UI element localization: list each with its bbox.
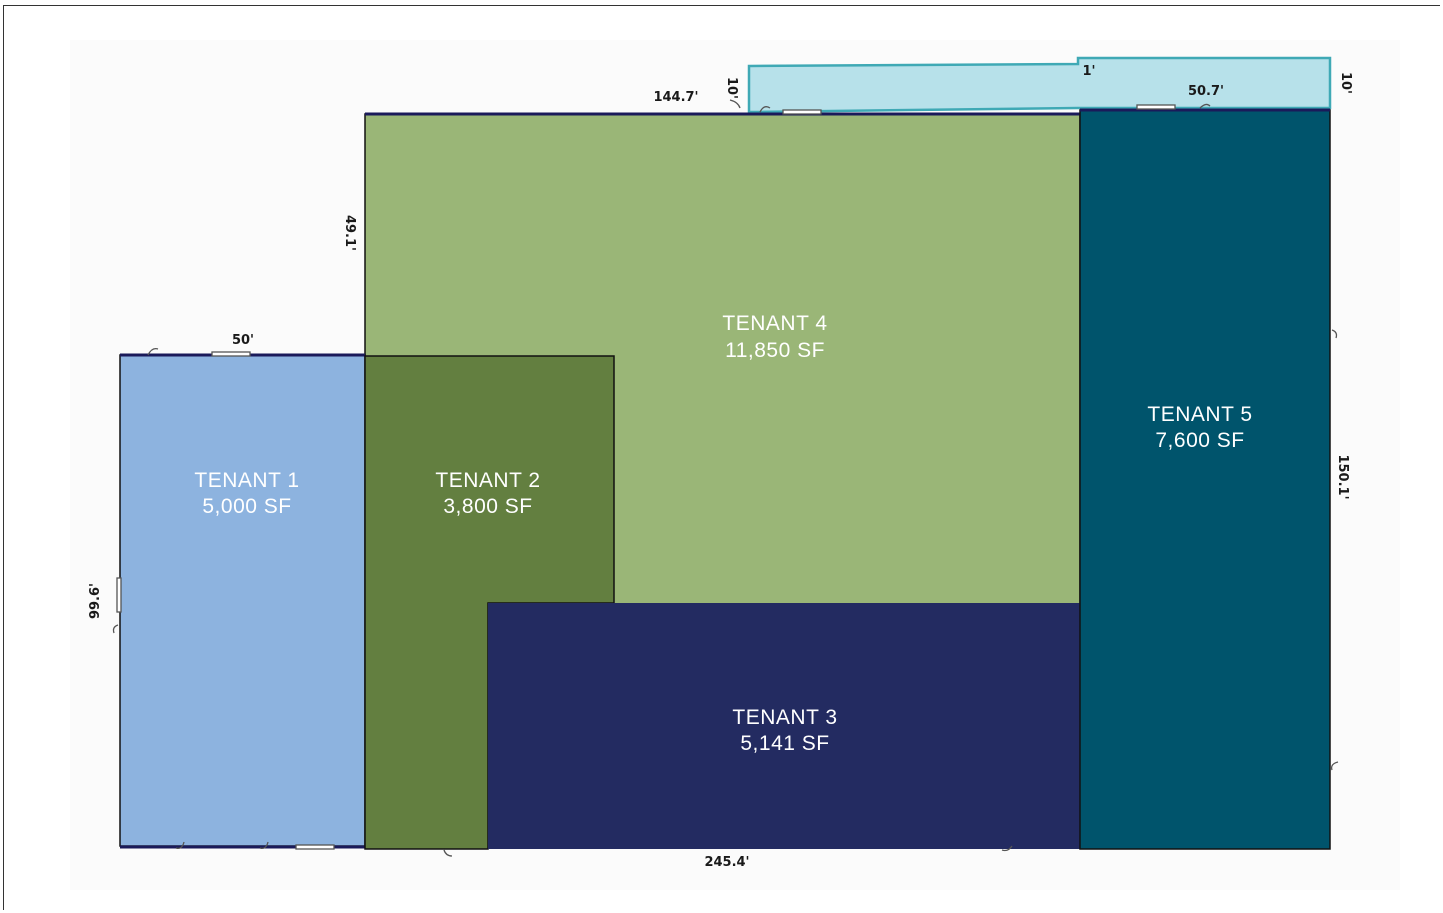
tenant-5-space[interactable] [1079, 109, 1331, 850]
dimension-right-side: 150.1' [1335, 454, 1350, 499]
tenant-5-name: TENANT 5 [1147, 403, 1252, 426]
page-frame [3, 5, 1440, 910]
tenant-4-area: 11,850 SF [725, 339, 825, 362]
door-markers [112, 99, 1339, 857]
annex-area [747, 56, 1332, 114]
tenant-3-name: TENANT 3 [732, 706, 837, 729]
dimension-annex-width: 50.7' [1188, 84, 1224, 99]
dimension-annex-step: 1' [1082, 64, 1095, 79]
tenant-1-name: TENANT 1 [194, 469, 299, 492]
tenant-1-area: 5,000 SF [202, 495, 291, 518]
dimension-annex-height: 10' [1338, 72, 1353, 94]
tenant-3-space[interactable] [488, 603, 1082, 849]
dimension-tenant-1-left: 99.6' [88, 583, 103, 619]
dimension-top: 144.7' [653, 90, 698, 105]
tenant-5-area: 7,600 SF [1155, 429, 1244, 452]
tenant-2-area: 3,800 SF [443, 495, 532, 518]
dimension-tenant-1-top: 50' [232, 333, 254, 348]
tenant-2-name: TENANT 2 [435, 469, 540, 492]
tenant-1-space[interactable] [119, 354, 366, 847]
dimension-annex-left: 10' [724, 77, 739, 99]
tenant-4-name: TENANT 4 [722, 312, 827, 335]
dimension-bottom: 245.4' [704, 855, 749, 870]
dimension-tenant-4-left: 49.1' [342, 215, 357, 251]
tenant-3-area: 5,141 SF [740, 732, 829, 755]
